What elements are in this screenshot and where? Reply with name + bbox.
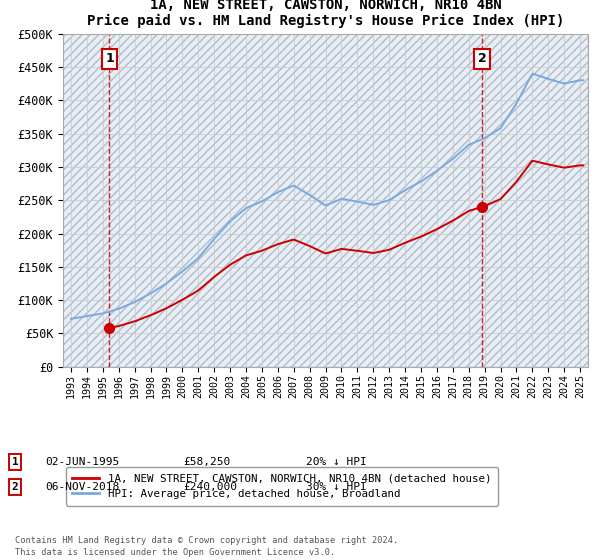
Text: 1: 1: [105, 53, 114, 66]
Text: 20% ↓ HPI: 20% ↓ HPI: [306, 457, 367, 467]
Text: 30% ↓ HPI: 30% ↓ HPI: [306, 482, 367, 492]
Text: 2: 2: [478, 53, 487, 66]
Text: £58,250: £58,250: [183, 457, 230, 467]
Title: 1A, NEW STREET, CAWSTON, NORWICH, NR10 4BN
Price paid vs. HM Land Registry's Hou: 1A, NEW STREET, CAWSTON, NORWICH, NR10 4…: [87, 0, 564, 28]
Text: £240,000: £240,000: [183, 482, 237, 492]
Text: 02-JUN-1995: 02-JUN-1995: [45, 457, 119, 467]
Text: 2: 2: [11, 482, 19, 492]
Text: 1: 1: [11, 457, 19, 467]
Legend: 1A, NEW STREET, CAWSTON, NORWICH, NR10 4BN (detached house), HPI: Average price,: 1A, NEW STREET, CAWSTON, NORWICH, NR10 4…: [66, 467, 498, 506]
Text: 06-NOV-2018: 06-NOV-2018: [45, 482, 119, 492]
Text: Contains HM Land Registry data © Crown copyright and database right 2024.
This d: Contains HM Land Registry data © Crown c…: [15, 536, 398, 557]
